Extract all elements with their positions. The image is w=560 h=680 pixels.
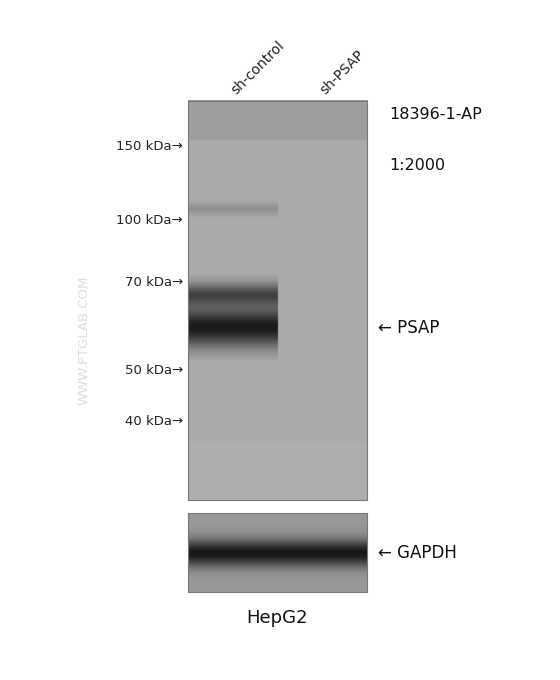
- Text: HepG2: HepG2: [246, 609, 308, 626]
- Text: ← PSAP: ← PSAP: [378, 319, 440, 337]
- Text: sh-control: sh-control: [228, 39, 287, 97]
- Text: WWW.PTGLAB.COM: WWW.PTGLAB.COM: [78, 275, 91, 405]
- Text: 18396-1-AP: 18396-1-AP: [389, 107, 482, 122]
- Text: ← GAPDH: ← GAPDH: [378, 543, 457, 562]
- Text: 100 kDa→: 100 kDa→: [116, 214, 183, 228]
- Bar: [188, 513, 367, 592]
- Text: 40 kDa→: 40 kDa→: [125, 415, 183, 428]
- Text: 1:2000: 1:2000: [389, 158, 445, 173]
- Text: 70 kDa→: 70 kDa→: [125, 275, 183, 289]
- Text: 50 kDa→: 50 kDa→: [125, 364, 183, 377]
- Text: 150 kDa→: 150 kDa→: [116, 139, 183, 153]
- Bar: [188, 101, 367, 500]
- Text: sh-PSAP: sh-PSAP: [318, 48, 367, 97]
